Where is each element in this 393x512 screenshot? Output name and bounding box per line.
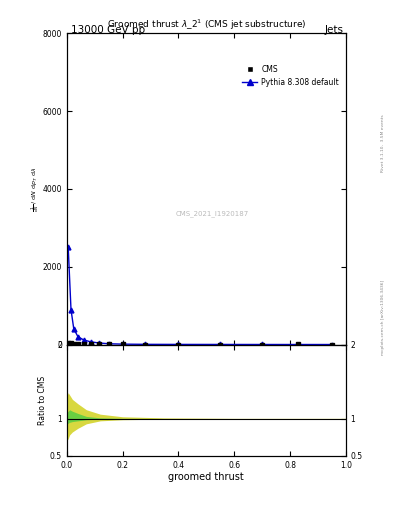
Text: 13000 GeV pp: 13000 GeV pp (71, 25, 145, 35)
Legend: CMS, Pythia 8.308 default: CMS, Pythia 8.308 default (239, 62, 342, 90)
X-axis label: groomed thrust: groomed thrust (169, 472, 244, 482)
Y-axis label: $\frac{1}{\mathrm{d}N}$ / $\mathrm{d}N$ $\mathrm{d}p_T$ $\mathrm{d}\lambda$: $\frac{1}{\mathrm{d}N}$ / $\mathrm{d}N$ … (29, 166, 41, 211)
Text: Rivet 3.1.10,  3.5M events: Rivet 3.1.10, 3.5M events (381, 115, 385, 172)
Text: Jets: Jets (325, 25, 344, 35)
Y-axis label: Ratio to CMS: Ratio to CMS (38, 375, 47, 424)
Title: Groomed thrust $\lambda\_2^1$ (CMS jet substructure): Groomed thrust $\lambda\_2^1$ (CMS jet s… (107, 17, 306, 32)
Text: mcplots.cern.ch [arXiv:1306.3436]: mcplots.cern.ch [arXiv:1306.3436] (381, 280, 385, 355)
Text: CMS_2021_I1920187: CMS_2021_I1920187 (175, 210, 248, 217)
